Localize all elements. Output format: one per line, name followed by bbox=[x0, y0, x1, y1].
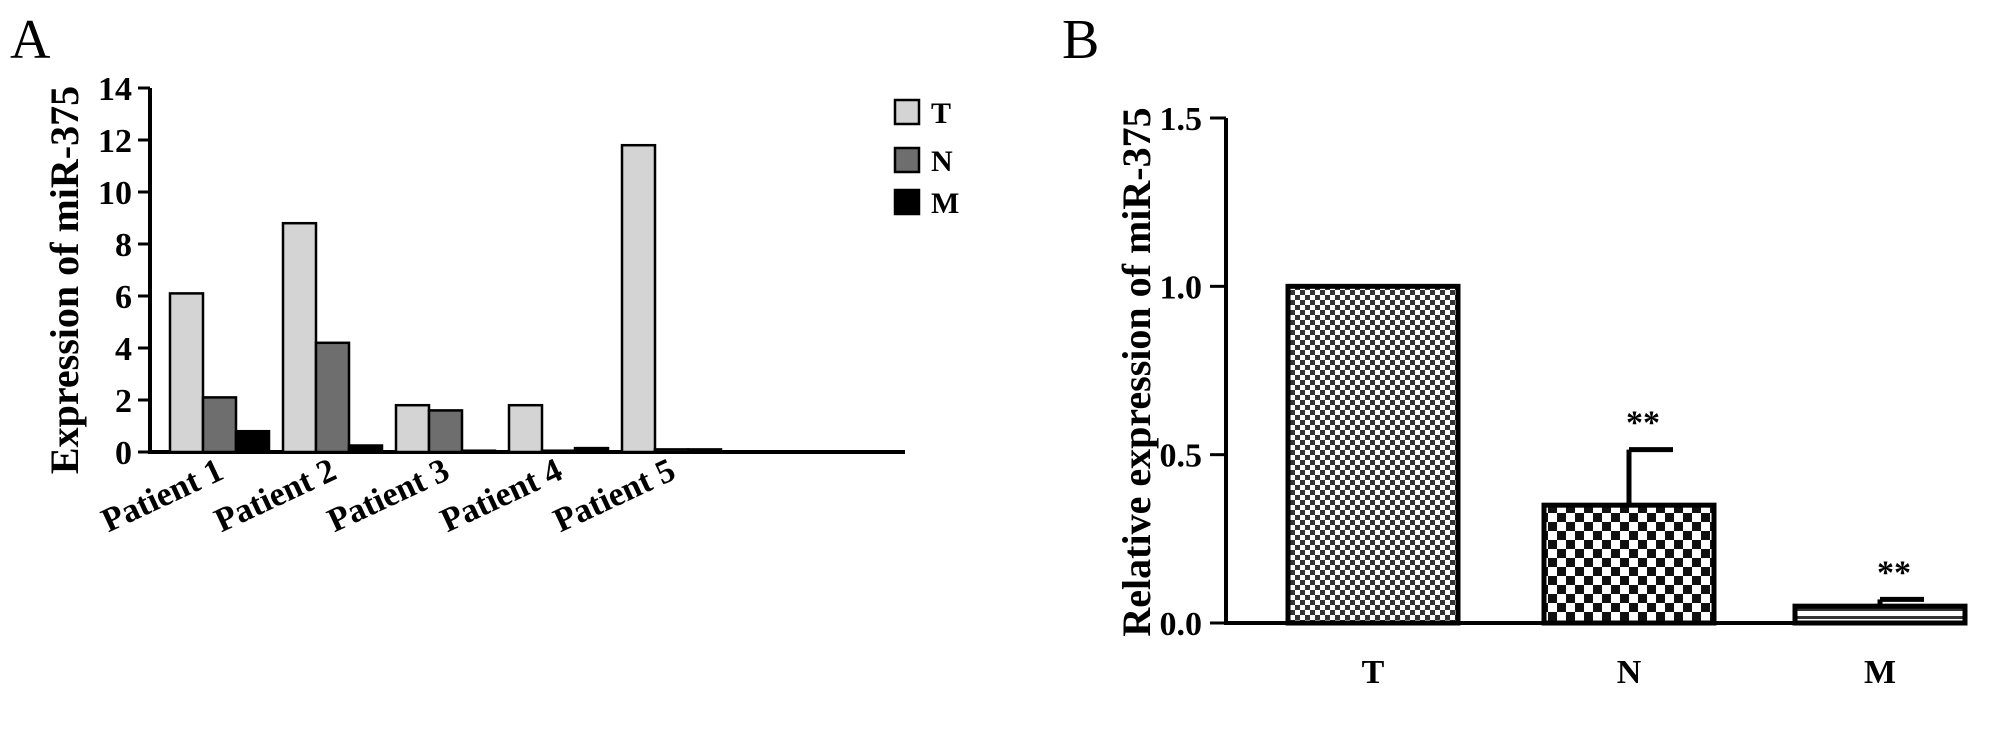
panel-b-category-label: N bbox=[1617, 654, 1642, 691]
panel-a-y-tick-label: 8 bbox=[115, 227, 132, 264]
panel-a-axes bbox=[148, 88, 905, 454]
panel-a-legend-swatch-M bbox=[893, 188, 921, 216]
panel-a-category-label: Patient 5 bbox=[548, 452, 681, 540]
panel-a-bar-N bbox=[314, 341, 351, 454]
panel-a-bar-M bbox=[573, 446, 610, 454]
panel-b: B Relative expression of miR-375 ** ** 0.… bbox=[1062, 9, 1968, 691]
panel-b-label: B bbox=[1062, 9, 1099, 71]
panel-a-y-tick-label: 10 bbox=[98, 175, 132, 212]
panel-b-y-tick-label: 1.0 bbox=[1160, 269, 1203, 306]
panel-a-y-tick-label: 2 bbox=[115, 383, 132, 420]
panel-a-bar-T bbox=[620, 143, 657, 454]
panel-a-bar-T bbox=[281, 221, 318, 454]
panel-a-legend-label: M bbox=[931, 187, 959, 220]
panel-b-bar-N bbox=[1541, 502, 1717, 626]
panel-a-y-axis-title: Expression of miR-375 bbox=[42, 86, 87, 474]
panel-a-bars bbox=[168, 143, 723, 454]
panel-a-legend-label: T bbox=[931, 97, 951, 130]
panel-b-significance-M: ** bbox=[1877, 554, 1911, 591]
panel-a: A Expression of miR-375 0 2 4 6 8 10 12 14 Pati… bbox=[10, 9, 959, 540]
panel-a-legend-swatch-N bbox=[893, 146, 921, 174]
panel-a-bar-N bbox=[653, 448, 690, 454]
panel-a-y-tick-label: 4 bbox=[115, 331, 132, 368]
panel-a-bar-M bbox=[460, 449, 497, 454]
panel-b-y-tick-label: 0.5 bbox=[1160, 438, 1203, 475]
panel-a-bar-T bbox=[168, 292, 205, 454]
panel-a-legend: TNM bbox=[893, 97, 959, 220]
panel-b-y-tick-label: 0.0 bbox=[1160, 606, 1203, 643]
panel-b-y-tick-label: 1.5 bbox=[1160, 101, 1203, 138]
panel-a-bar-N bbox=[540, 449, 577, 454]
panel-a-y-tick-label: 14 bbox=[98, 71, 132, 108]
panel-a-bar-M bbox=[234, 429, 271, 454]
panel-b-y-ticks: 0.0 0.5 1.0 1.5 bbox=[1160, 101, 1226, 643]
panel-a-y-tick-label: 6 bbox=[115, 279, 132, 316]
panel-a-y-tick-label: 0 bbox=[115, 435, 132, 472]
panel-b-bar-T bbox=[1285, 283, 1461, 626]
panel-a-legend-label: N bbox=[931, 145, 953, 178]
panel-b-y-axis-title: Relative expression of miR-375 bbox=[1114, 107, 1159, 636]
panel-a-legend-swatch-T bbox=[893, 98, 921, 126]
panel-a-bar-N bbox=[201, 396, 238, 454]
panel-a-bar-T bbox=[507, 403, 544, 454]
panel-a-category-label: Patient 4 bbox=[435, 452, 568, 540]
panel-a-bar-M bbox=[686, 448, 723, 454]
panel-b-category-label: T bbox=[1362, 654, 1385, 691]
panel-a-label: A bbox=[10, 9, 51, 71]
panel-b-significance-N: ** bbox=[1626, 405, 1660, 442]
panel-a-bar-N bbox=[427, 409, 464, 454]
panel-a-y-tick-label: 12 bbox=[98, 123, 132, 160]
panel-b-bar-M bbox=[1792, 603, 1968, 626]
panel-a-category-label: Patient 2 bbox=[209, 452, 342, 540]
panel-a-bar-M bbox=[347, 444, 384, 454]
panel-b-bars: ** ** bbox=[1285, 283, 1968, 626]
panel-a-bar-T bbox=[394, 403, 431, 454]
panel-a-category-label: Patient 3 bbox=[322, 452, 455, 540]
panel-a-y-ticks: 0 2 4 6 8 10 12 14 bbox=[98, 71, 150, 472]
panel-b-category-label: M bbox=[1864, 654, 1896, 691]
